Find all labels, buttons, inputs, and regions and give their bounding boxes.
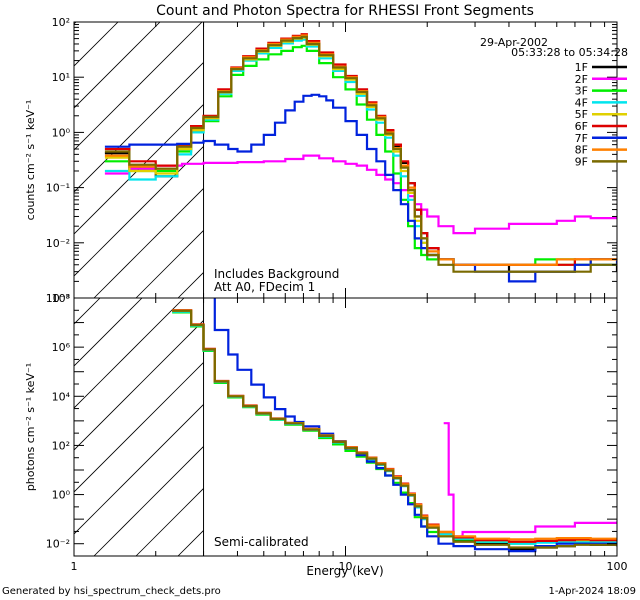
hatch-line — [74, 103, 204, 235]
hatch-line — [74, 319, 204, 451]
hatch-line — [472, 256, 640, 556]
series-photons-1F — [172, 309, 617, 551]
photons-y-tick-label: 10⁰ — [52, 489, 71, 502]
series-photons-4F — [172, 310, 617, 545]
legend-label-7F: 7F — [575, 132, 588, 145]
hatch-line — [74, 22, 77, 25]
hatch-line — [74, 298, 185, 409]
hatch-line — [0, 0, 16, 298]
counts-y-tick-label: 10⁰ — [52, 126, 71, 139]
counts-y-tick-label: 10⁻¹ — [46, 182, 70, 195]
hatch-line — [74, 145, 204, 277]
hatch-line — [304, 0, 604, 298]
hatch-line — [74, 22, 119, 67]
hatch-line — [74, 298, 143, 367]
hatch-line — [93, 445, 204, 556]
photons-y-tick-label: 10⁸ — [52, 292, 71, 305]
legend-label-6F: 6F — [575, 120, 588, 133]
x-tick-label: 10 — [339, 560, 353, 573]
footer-generated-by: Generated by hsi_spectrum_check_dets.pro — [2, 586, 221, 597]
series-photons-5F — [172, 309, 617, 543]
series-photons-6F — [172, 309, 617, 543]
counts-y-tick-label: 10² — [52, 16, 70, 29]
hatch-line — [74, 361, 204, 493]
date-label: 29-Apr-2002 — [480, 36, 548, 49]
background-note: Includes Background — [214, 267, 339, 281]
legend-label-9F: 9F — [575, 155, 588, 168]
series-counts-9F — [104, 35, 617, 273]
photons-y-tick-label: 10² — [52, 439, 70, 452]
legend-label-5F: 5F — [575, 108, 588, 121]
hatch-region — [0, 256, 640, 556]
hatch-line — [74, 403, 204, 535]
x-tick-label: 1 — [71, 560, 78, 573]
hatch-line — [74, 22, 161, 109]
series-photons-9F — [172, 309, 617, 549]
series-counts-7F — [104, 93, 617, 283]
counts-y-tick-label: 10⁻² — [46, 237, 70, 250]
counts-panel: 10⁻³ 10⁻² 10⁻¹ 10⁰ 10¹ 10² counts cm⁻² s⁻¹ keV… — [0, 0, 618, 305]
calibration-note: Semi-calibrated — [214, 535, 309, 549]
series-photons-8F — [172, 309, 617, 541]
hatch-line — [93, 187, 204, 298]
hatch-line — [74, 298, 101, 325]
legend-label-1F: 1F — [575, 61, 588, 74]
series-photons-2F — [443, 422, 617, 538]
counts-y-tick-label: 10⁻³ — [46, 292, 70, 305]
hatch-line — [135, 487, 204, 556]
hatch-line — [262, 256, 562, 556]
counts-y-axis-label: counts cm⁻² s⁻¹ keV⁻¹ — [24, 100, 37, 221]
photons-y-axis-label: photons cm⁻² s⁻¹ keV⁻¹ — [24, 363, 37, 491]
photons-y-tick-label: 10⁶ — [52, 341, 71, 354]
series-counts-2F — [104, 154, 617, 235]
hatch-line — [74, 22, 203, 151]
legend-label-8F: 8F — [575, 144, 588, 157]
series-photons-3F — [172, 311, 617, 545]
hatch-line — [346, 256, 640, 556]
photons-y-tick-label: 10⁻² — [46, 538, 70, 551]
hatch-line — [0, 256, 16, 556]
hatch-line — [177, 529, 204, 556]
legend-label-4F: 4F — [575, 96, 588, 109]
counts-y-tick-label: 10¹ — [52, 71, 70, 84]
series-photons-7F — [213, 298, 617, 553]
legend-label-3F: 3F — [575, 85, 588, 98]
hatch-line — [135, 229, 204, 298]
photons-y-tick-label: 10⁴ — [52, 390, 71, 403]
photons-frame — [73, 297, 618, 557]
footer-timestamp: 1-Apr-2024 18:09 — [549, 586, 636, 597]
attenuator-note: Att A0, FDecim 1 — [214, 280, 315, 294]
legend-label-2F: 2F — [575, 73, 588, 86]
hatch-line — [177, 271, 204, 298]
series-counts-8F — [104, 34, 617, 266]
photons-panel: 10⁻² 10⁰ 10² 10⁴ 10⁶ 10⁸ photons cm⁻² s⁻¹ keV⁻… — [0, 256, 640, 573]
x-tick-label: 100 — [607, 560, 628, 573]
time-range-label: 05:33:28 to 05:34:28 — [511, 46, 628, 59]
x-axis-label: Energy (keV) — [306, 564, 383, 578]
hatch-line — [388, 256, 640, 556]
chart-title: Count and Photon Spectra for RHESSI Fron… — [156, 3, 534, 19]
